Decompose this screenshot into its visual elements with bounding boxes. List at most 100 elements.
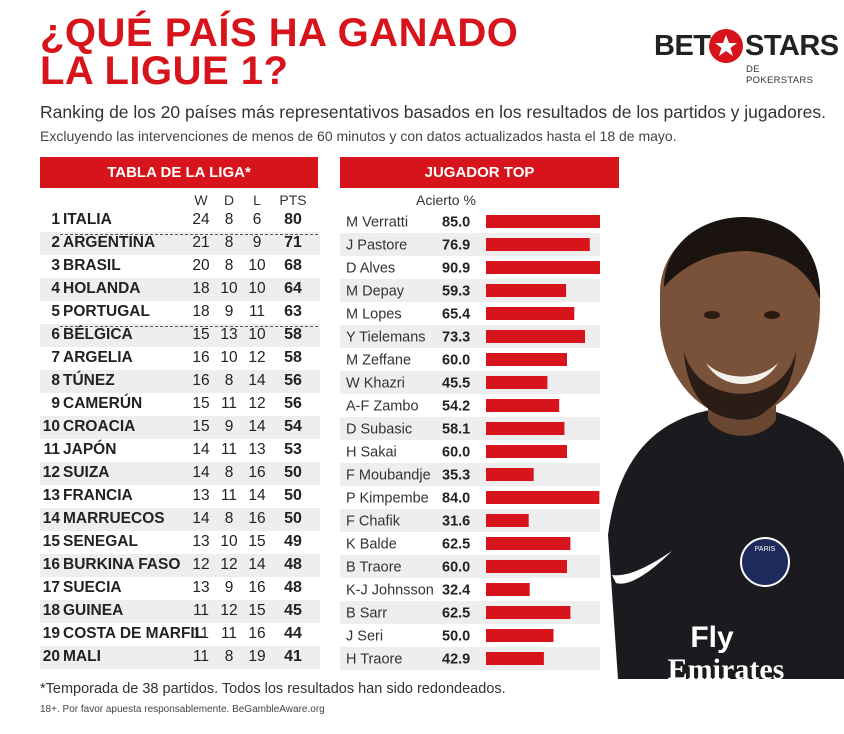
league-row-country: TÚNEZ: [63, 372, 115, 389]
league-row-losses: 6: [252, 211, 262, 228]
league-row-wins: 15: [192, 395, 210, 412]
league-row-country: BÉLGICA: [63, 326, 133, 343]
player-beard: [684, 351, 796, 419]
accuracy-bar: [486, 468, 534, 481]
accuracy-bar: [486, 652, 544, 665]
accuracy-bar: [486, 330, 585, 343]
league-row: 19 COSTA DE MARFIL 11 11 16 44: [40, 623, 320, 646]
league-row-country: SUECIA: [63, 579, 122, 596]
league-row-points: 50: [284, 464, 302, 481]
accuracy-bar: [486, 537, 571, 550]
league-row-wins: 14: [192, 510, 210, 527]
league-row-position: 16: [42, 556, 60, 573]
league-row-position: 15: [42, 533, 60, 550]
league-row-position: 10: [42, 418, 60, 435]
league-row-position: 18: [42, 602, 60, 619]
league-row-wins: 24: [192, 211, 210, 228]
player-name-label: A-F Zambo: [346, 399, 419, 415]
league-row-points: 45: [284, 602, 302, 619]
accuracy-value-label: 65.4: [442, 307, 470, 323]
league-row: 8 TÚNEZ 16 8 14 56: [40, 370, 320, 393]
league-row-wins: 15: [192, 326, 210, 343]
league-row-points: 68: [284, 257, 302, 274]
league-row-country: BURKINA FASO: [63, 556, 181, 573]
player-name-label: D Subasic: [346, 422, 412, 438]
league-row-losses: 16: [248, 510, 266, 527]
league-row: 18 GUINEA 11 12 15 45: [40, 600, 320, 623]
league-row-losses: 19: [248, 648, 266, 665]
player-hair: [664, 217, 821, 299]
league-row-points: 58: [284, 326, 302, 343]
player-eye-left: [704, 311, 720, 319]
league-row-points: 64: [284, 280, 302, 297]
disclaimer: 18+. Por favor apuesta responsablemente.…: [40, 704, 325, 715]
league-table-header: TABLA DE LA LIGA*: [40, 157, 318, 188]
league-row-draws: 10: [220, 533, 238, 550]
league-row-draws: 9: [224, 418, 234, 435]
league-row-losses: 12: [248, 395, 266, 412]
league-row-wins: 18: [192, 303, 210, 320]
league-row-draws: 11: [220, 441, 238, 458]
league-row-wins: 15: [192, 418, 210, 435]
league-row-losses: 14: [248, 556, 266, 573]
league-row-losses: 16: [248, 464, 266, 481]
accuracy-bar: [486, 422, 565, 435]
accuracy-bar: [486, 445, 567, 458]
league-row-position: 14: [42, 510, 60, 527]
league-row-draws: 8: [224, 211, 234, 228]
league-row-points: 50: [284, 510, 302, 527]
league-row-position: 13: [42, 487, 60, 504]
psg-crest-text: PARIS: [755, 546, 776, 553]
league-row: 16 BURKINA FASO 12 12 14 48: [40, 554, 320, 577]
league-row-position: 4: [51, 280, 60, 297]
league-row-losses: 10: [248, 326, 266, 343]
league-row-points: 54: [284, 418, 302, 435]
league-row-country: MARRUECOS: [63, 510, 165, 527]
league-row-draws: 13: [220, 326, 238, 343]
league-row: 3 BRASIL 20 8 10 68: [40, 255, 320, 278]
league-row-position: 6: [51, 326, 60, 343]
league-row-points: 48: [284, 556, 302, 573]
league-row: 9 CAMERÚN 15 11 12 56: [40, 393, 320, 416]
league-row-losses: 9: [252, 234, 262, 251]
league-row-country: MALI: [63, 648, 101, 665]
league-row-draws: 8: [224, 257, 234, 274]
league-row-country: FRANCIA: [63, 487, 133, 504]
league-row-wins: 16: [192, 349, 210, 366]
player-name-label: M Lopes: [346, 307, 402, 323]
league-row-draws: 9: [224, 579, 234, 596]
player-name-label: J Seri: [346, 629, 383, 645]
league-row-wins: 11: [192, 625, 210, 642]
league-row-wins: 14: [192, 441, 210, 458]
league-row-points: 48: [284, 579, 302, 596]
player-neck: [708, 395, 776, 436]
league-row-losses: 14: [248, 418, 266, 435]
league-row-country: GUINEA: [63, 602, 124, 619]
title-line-2: LA LIGUE 1?: [40, 49, 289, 93]
league-row-position: 7: [51, 349, 60, 366]
league-row-points: 53: [284, 441, 302, 458]
league-row-draws: 12: [220, 602, 238, 619]
accuracy-value-label: 58.1: [442, 422, 470, 438]
league-row-wins: 18: [192, 280, 210, 297]
player-name-label: W Khazri: [346, 376, 405, 392]
star-icon: [709, 29, 743, 63]
player-head: [660, 220, 820, 418]
league-row-wins: 11: [192, 602, 210, 619]
league-row-wins: 20: [192, 257, 210, 274]
jersey-sponsor-line-1: Fly: [690, 621, 734, 654]
league-row-losses: 10: [248, 257, 266, 274]
logo-subtext: DE POKERSTARS: [746, 64, 814, 86]
qualification-divider: [60, 234, 318, 235]
league-row-wins: 11: [192, 648, 210, 665]
accuracy-bar: [486, 583, 530, 596]
chart-row-background: [340, 509, 600, 532]
league-row-country: HOLANDA: [63, 280, 141, 297]
league-row-losses: 10: [248, 280, 266, 297]
league-row-draws: 10: [220, 349, 238, 366]
column-header-w: W: [194, 192, 208, 208]
league-row-country: CROACIA: [63, 418, 136, 435]
chart-row-background: [340, 463, 600, 486]
league-row-losses: 11: [248, 303, 266, 320]
player-name-label: M Zeffane: [346, 353, 411, 369]
